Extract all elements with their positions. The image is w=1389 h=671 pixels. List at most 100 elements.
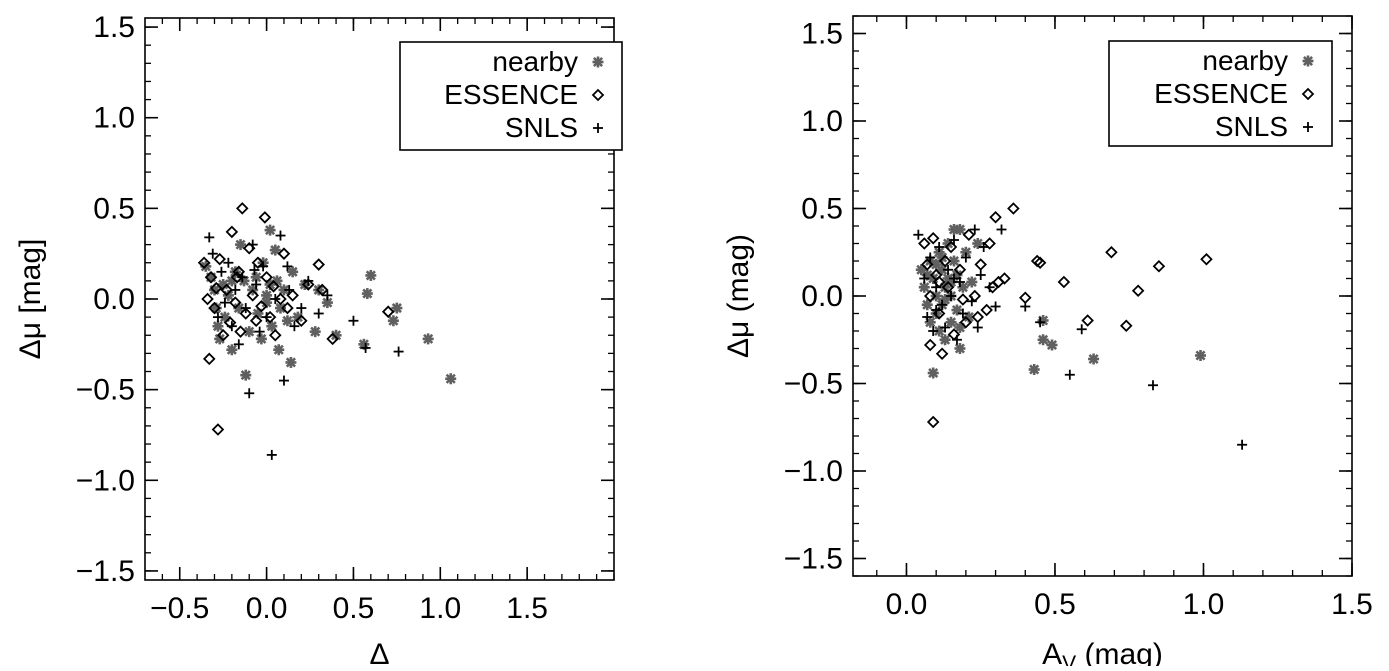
point-essence (209, 281, 223, 295)
point-nearby-stroke (270, 245, 281, 256)
point-nearby (924, 316, 936, 328)
point-nearby-stroke (388, 315, 399, 326)
legend-label-snls: SNLS (1215, 111, 1288, 142)
series-snls (204, 230, 404, 460)
point-essence (213, 252, 226, 266)
point-snls (204, 232, 215, 243)
point-nearby-stroke (226, 275, 237, 286)
legend-marker-snls (1303, 122, 1313, 132)
point-nearby-stroke (244, 326, 255, 337)
point-nearby-stroke (919, 282, 930, 293)
point-nearby-stroke (287, 266, 298, 277)
y-tick-label: 1.0 (801, 105, 843, 138)
y-tick-label: −0.5 (784, 368, 843, 401)
x-tick-label: −0.5 (150, 592, 209, 625)
point-snls (247, 239, 258, 250)
point-essence (980, 303, 993, 317)
point-nearby (269, 244, 281, 256)
point-essence (944, 240, 958, 254)
point-nearby-stroke (322, 297, 333, 308)
point-snls (954, 277, 965, 287)
point-snls (960, 252, 971, 263)
point-essence (918, 237, 931, 250)
point-nearby (939, 334, 951, 346)
x-tick-label: 0.5 (333, 592, 375, 625)
legend-marker-nearby (592, 56, 604, 68)
point-essence (302, 278, 315, 291)
point-nearby-stroke (214, 333, 225, 344)
point-nearby-stroke (951, 304, 963, 316)
point-essence (1007, 202, 1020, 215)
point-essence (1152, 259, 1166, 273)
x-tick-label: 0.0 (246, 592, 288, 625)
point-nearby (1195, 350, 1207, 361)
point-nearby (422, 333, 434, 345)
legend-marker-nearby-stroke (1302, 55, 1314, 67)
point-snls (937, 299, 948, 310)
point-nearby-stroke (278, 284, 290, 295)
point-essence (926, 415, 940, 429)
scatter-panel-1: −0.5 0.0 0.5 1.0 1.5 −1.5 −1.0 −0.5 0.0 0.5 1.0 1.5… (14, 11, 623, 671)
point-snls (296, 303, 307, 314)
point-essence (249, 314, 263, 328)
y-tick-label: −0.5 (76, 374, 135, 407)
point-nearby-stroke (1038, 334, 1049, 345)
point-snls (1237, 439, 1248, 450)
point-essence (236, 202, 249, 215)
x-tick-label: 0.5 (1034, 588, 1076, 621)
y-tick-label: −1.0 (76, 464, 135, 497)
point-snls (266, 449, 277, 460)
legend-marker-essence (591, 88, 605, 102)
point-nearby-stroke (945, 317, 957, 328)
point-nearby (273, 344, 285, 356)
point-snls (1020, 301, 1031, 312)
point-nearby-stroke (282, 315, 293, 326)
point-snls (251, 279, 262, 290)
point-nearby (918, 281, 930, 293)
point-nearby-stroke (1195, 350, 1206, 361)
point-nearby-stroke (954, 224, 965, 235)
point-snls (258, 261, 269, 272)
point-essence (230, 270, 244, 284)
point-essence (1081, 314, 1094, 327)
y-tick-label: 1.0 (93, 102, 135, 135)
point-snls (966, 296, 977, 307)
y-tick-label: −1.5 (784, 543, 843, 576)
point-snls (978, 242, 989, 252)
y-tick-label: 0.0 (801, 280, 843, 313)
point-nearby-stroke (940, 334, 951, 345)
point-essence (211, 423, 225, 436)
series-snls (913, 224, 1248, 450)
point-essence (941, 280, 955, 294)
point-essence (258, 211, 272, 224)
point-nearby-stroke (251, 272, 262, 283)
point-snls (972, 322, 983, 333)
point-nearby-stroke (212, 321, 223, 332)
point-snls (975, 270, 986, 280)
point-nearby-stroke (928, 273, 939, 284)
point-essence (204, 270, 218, 284)
point-snls (240, 303, 251, 314)
x-tick-label: 1.0 (419, 592, 461, 625)
point-snls (990, 301, 1001, 312)
point-essence (315, 283, 329, 297)
point-essence (216, 328, 230, 342)
point-nearby (951, 304, 963, 316)
point-nearby (255, 333, 267, 345)
point-essence (312, 258, 325, 271)
point-essence (935, 347, 949, 361)
point-nearby-stroke (266, 321, 277, 332)
point-nearby-stroke (233, 303, 244, 314)
point-essence (223, 316, 237, 329)
point-snls (223, 257, 234, 268)
point-nearby-stroke (219, 312, 230, 323)
point-snls (928, 326, 939, 336)
point-nearby-stroke (362, 288, 373, 299)
point-nearby-stroke (313, 284, 324, 295)
point-nearby-stroke (963, 311, 974, 323)
point-nearby-stroke (928, 367, 939, 379)
point-nearby-stroke (423, 333, 434, 344)
point-snls (244, 388, 255, 399)
point-snls (984, 282, 995, 293)
point-nearby-stroke (235, 239, 246, 250)
